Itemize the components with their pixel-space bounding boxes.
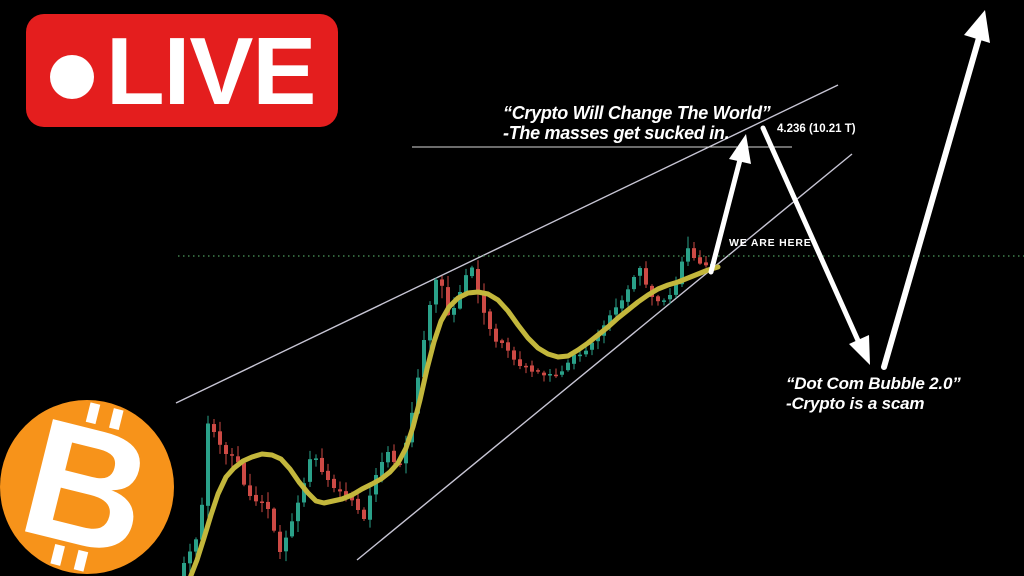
- projection-down-arrow: [760, 125, 870, 365]
- candle: [284, 530, 288, 562]
- candle: [536, 368, 540, 374]
- candle: [290, 513, 294, 538]
- candle: [656, 294, 660, 306]
- bottom-annotation-line2: -Crypto is a scam: [786, 394, 925, 413]
- candle: [548, 368, 552, 382]
- we-are-here-label: WE ARE HERE: [729, 237, 812, 249]
- candle: [248, 473, 252, 501]
- candle: [362, 507, 366, 521]
- top-annotation: “Crypto Will Change The World” -The mass…: [503, 103, 771, 143]
- candle: [320, 448, 324, 475]
- bottom-annotation: “Dot Com Bubble 2.0” -Crypto is a scam: [786, 374, 961, 414]
- candle: [488, 308, 492, 336]
- candle: [518, 351, 522, 370]
- candle: [386, 446, 390, 468]
- candle: [632, 275, 636, 292]
- candle: [434, 277, 438, 313]
- candle: [512, 346, 516, 366]
- candle: [698, 250, 702, 265]
- candle: [542, 370, 546, 382]
- bottom-annotation-line1: “Dot Com Bubble 2.0”: [786, 374, 961, 393]
- live-badge: LIVE: [26, 14, 338, 127]
- top-annotation-line2: -The masses get sucked in.: [503, 123, 730, 143]
- candle: [482, 283, 486, 325]
- candle: [302, 477, 306, 507]
- candle: [476, 260, 480, 304]
- candle: [182, 556, 186, 576]
- lower-trendline: [356, 153, 853, 561]
- candle: [500, 338, 504, 349]
- candle: [662, 298, 666, 306]
- live-dot-icon: [50, 54, 94, 99]
- candle: [506, 337, 510, 358]
- candle: [338, 481, 342, 498]
- candle: [470, 265, 474, 279]
- candle: [440, 275, 444, 299]
- candle: [296, 495, 300, 532]
- candle: [314, 454, 318, 467]
- candle: [530, 360, 534, 377]
- candle: [326, 463, 330, 487]
- candle: [686, 236, 690, 266]
- candle: [566, 359, 570, 372]
- candle: [590, 340, 594, 356]
- candle: [188, 543, 192, 575]
- candle: [692, 242, 696, 261]
- fib-extension-label: 4.236 (10.21 T): [777, 123, 856, 135]
- candle: [626, 285, 630, 307]
- projection-up-arrow-2: [881, 10, 990, 370]
- candle: [614, 298, 618, 317]
- candle: [464, 268, 468, 295]
- candle: [266, 492, 270, 519]
- upper-trendline: [175, 84, 839, 404]
- candle: [254, 486, 258, 506]
- live-label: LIVE: [106, 17, 316, 125]
- candle: [332, 474, 336, 493]
- candle: [374, 468, 378, 503]
- candle: [554, 368, 558, 378]
- candle: [704, 255, 708, 268]
- moving-average-line: [188, 264, 721, 576]
- candle: [272, 507, 276, 533]
- candle: [428, 301, 432, 351]
- candle: [308, 450, 312, 488]
- candle: [368, 487, 372, 528]
- candle: [224, 442, 228, 465]
- candle: [644, 261, 648, 289]
- candle: [260, 494, 264, 513]
- top-annotation-line1: “Crypto Will Change The World”: [503, 103, 771, 123]
- candle: [494, 323, 498, 348]
- candle: [638, 266, 642, 286]
- candle: [212, 419, 216, 438]
- projection-up-arrow-1: [708, 134, 751, 275]
- candle: [206, 415, 210, 518]
- candle: [278, 525, 282, 559]
- candle: [230, 447, 234, 468]
- candle: [668, 288, 672, 305]
- candle: [524, 363, 528, 374]
- candle: [242, 458, 246, 487]
- candle: [218, 421, 222, 454]
- bitcoin-logo: B: [0, 381, 174, 576]
- candle: [560, 365, 564, 378]
